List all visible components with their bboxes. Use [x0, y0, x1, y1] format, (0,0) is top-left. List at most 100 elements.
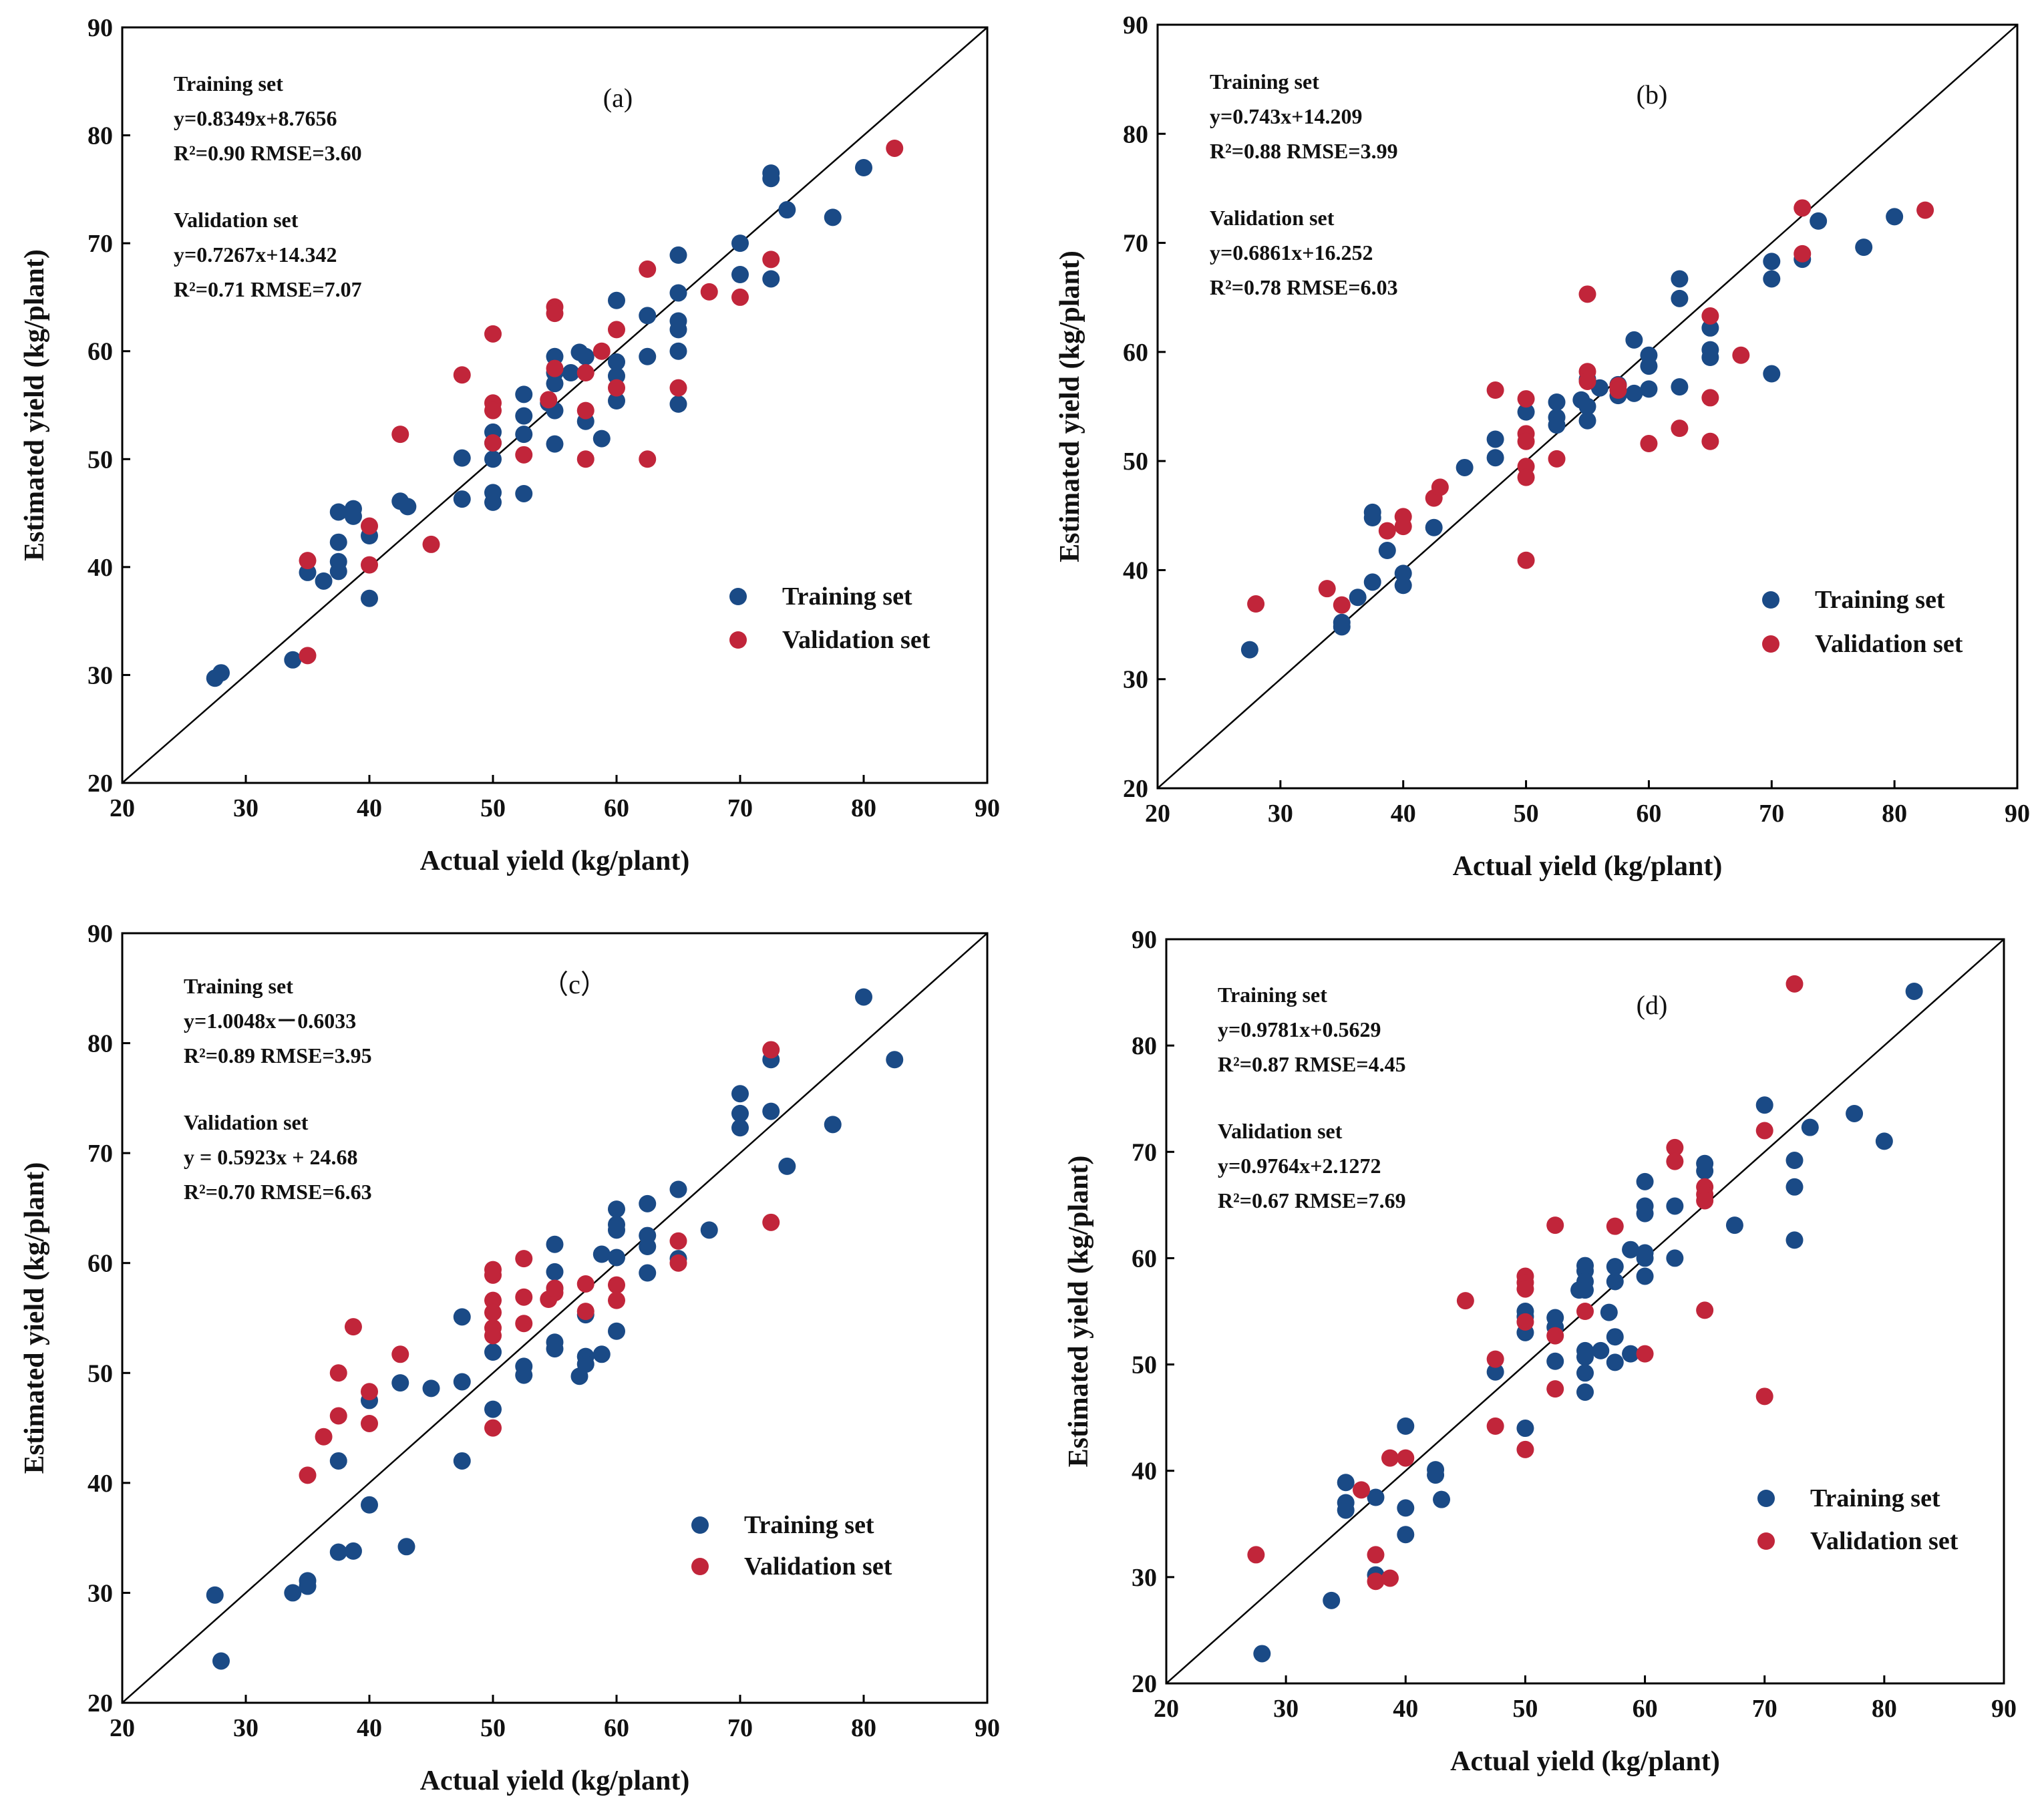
validation-series [1247, 199, 1934, 614]
training-point [762, 170, 780, 188]
training-point [1394, 577, 1412, 595]
training-point [1671, 378, 1689, 396]
x-tick-label: 20 [110, 794, 135, 822]
validation-point [1576, 1303, 1594, 1320]
validation-point [1516, 1313, 1534, 1331]
validation-point [1546, 1380, 1564, 1398]
validation-point [1318, 580, 1336, 598]
validation-point [546, 359, 564, 377]
validation-point [576, 450, 594, 468]
y-tick-label: 80 [1132, 1032, 1157, 1060]
training-point [1640, 357, 1658, 375]
validation-point [484, 1303, 502, 1321]
x-tick-label: 20 [1145, 800, 1170, 828]
training-point [1701, 319, 1719, 337]
y-tick-label: 90 [1132, 926, 1157, 954]
training-point [1636, 1204, 1654, 1222]
validation-point [299, 647, 317, 665]
training-point [608, 291, 625, 309]
validation-point [1671, 420, 1689, 438]
training-point [1725, 1216, 1743, 1234]
training-point [886, 1051, 904, 1069]
validation-point [546, 1279, 564, 1297]
training-point [1592, 1341, 1610, 1359]
training-point [1763, 365, 1781, 383]
x-axis-label: Actual yield (kg/plant) [1453, 851, 1723, 882]
validation-point [1394, 518, 1412, 536]
validation-point [1578, 285, 1596, 303]
validation-point [1696, 1192, 1714, 1210]
validation-point [1578, 372, 1596, 390]
training-point [1606, 1273, 1624, 1291]
validation-point [1609, 381, 1627, 399]
validation-point [576, 1303, 594, 1321]
training-point [1397, 1417, 1415, 1435]
training-point [1394, 564, 1412, 583]
training-point [546, 375, 564, 393]
validation-point [515, 446, 533, 464]
training-point [1785, 1231, 1804, 1249]
x-tick-label: 40 [357, 1714, 382, 1742]
training-point [1785, 1152, 1804, 1170]
validation-point [1486, 381, 1504, 399]
annotation-heading: Validation set [1218, 1119, 1343, 1143]
annotation-heading: Validation set [1210, 206, 1335, 230]
validation-point [1517, 432, 1535, 450]
x-tick-label: 70 [1752, 1695, 1777, 1723]
training-point [453, 449, 471, 467]
validation-point [484, 325, 502, 343]
training-point [329, 503, 347, 521]
validation-point [762, 1041, 780, 1059]
validation-point [1516, 1280, 1534, 1298]
training-point [299, 1577, 317, 1595]
x-tick-label: 90 [975, 1714, 1000, 1742]
validation-point [1666, 1152, 1684, 1170]
legend-validation-label: Validation set [744, 1552, 892, 1581]
training-point [639, 1238, 657, 1256]
validation-point [1397, 1449, 1415, 1467]
validation-point [762, 251, 780, 269]
training-point [1578, 397, 1596, 416]
training-point [453, 1373, 471, 1391]
legend-training-marker [1757, 1490, 1775, 1507]
training-point [1576, 1281, 1594, 1299]
annotation-line: R²=0.87 RMSE=4.45 [1218, 1052, 1406, 1076]
validation-point [515, 1315, 533, 1333]
validation-point [344, 1318, 362, 1336]
training-point [608, 392, 625, 410]
training-point [608, 1249, 625, 1267]
validation-point [484, 1291, 502, 1309]
validation-point [1794, 244, 1812, 263]
y-tick-label: 50 [88, 1359, 113, 1387]
y-tick-label: 80 [88, 122, 113, 150]
training-point [546, 347, 564, 365]
training-point [1323, 1591, 1341, 1609]
training-point [1546, 1352, 1564, 1370]
training-point [1636, 1249, 1654, 1267]
validation-point [299, 1466, 317, 1484]
x-tick-label: 90 [1991, 1695, 2017, 1723]
validation-point [484, 1327, 502, 1345]
training-point [1671, 289, 1689, 307]
training-point [344, 1542, 362, 1560]
y-tick-label: 40 [1132, 1458, 1157, 1486]
training-point [1253, 1645, 1271, 1663]
training-point [762, 270, 780, 288]
legend-validation-marker [691, 1558, 709, 1575]
plot-frame [121, 26, 989, 784]
x-tick-label: 50 [1512, 1695, 1538, 1723]
validation-point [1517, 390, 1535, 408]
training-point [299, 563, 317, 581]
validation-point [639, 260, 657, 278]
validation-point [1794, 199, 1812, 217]
one-to-one-line [122, 933, 988, 1703]
training-point [212, 1652, 230, 1670]
annotation-line: y=1.0048x－0.6033 [184, 1009, 356, 1033]
training-point [329, 562, 347, 581]
validation-point [608, 1276, 625, 1294]
training-point [608, 367, 625, 385]
training-point [212, 664, 230, 682]
annotation-line: y=0.7267x+14.342 [174, 242, 337, 267]
validation-point [329, 1407, 347, 1425]
